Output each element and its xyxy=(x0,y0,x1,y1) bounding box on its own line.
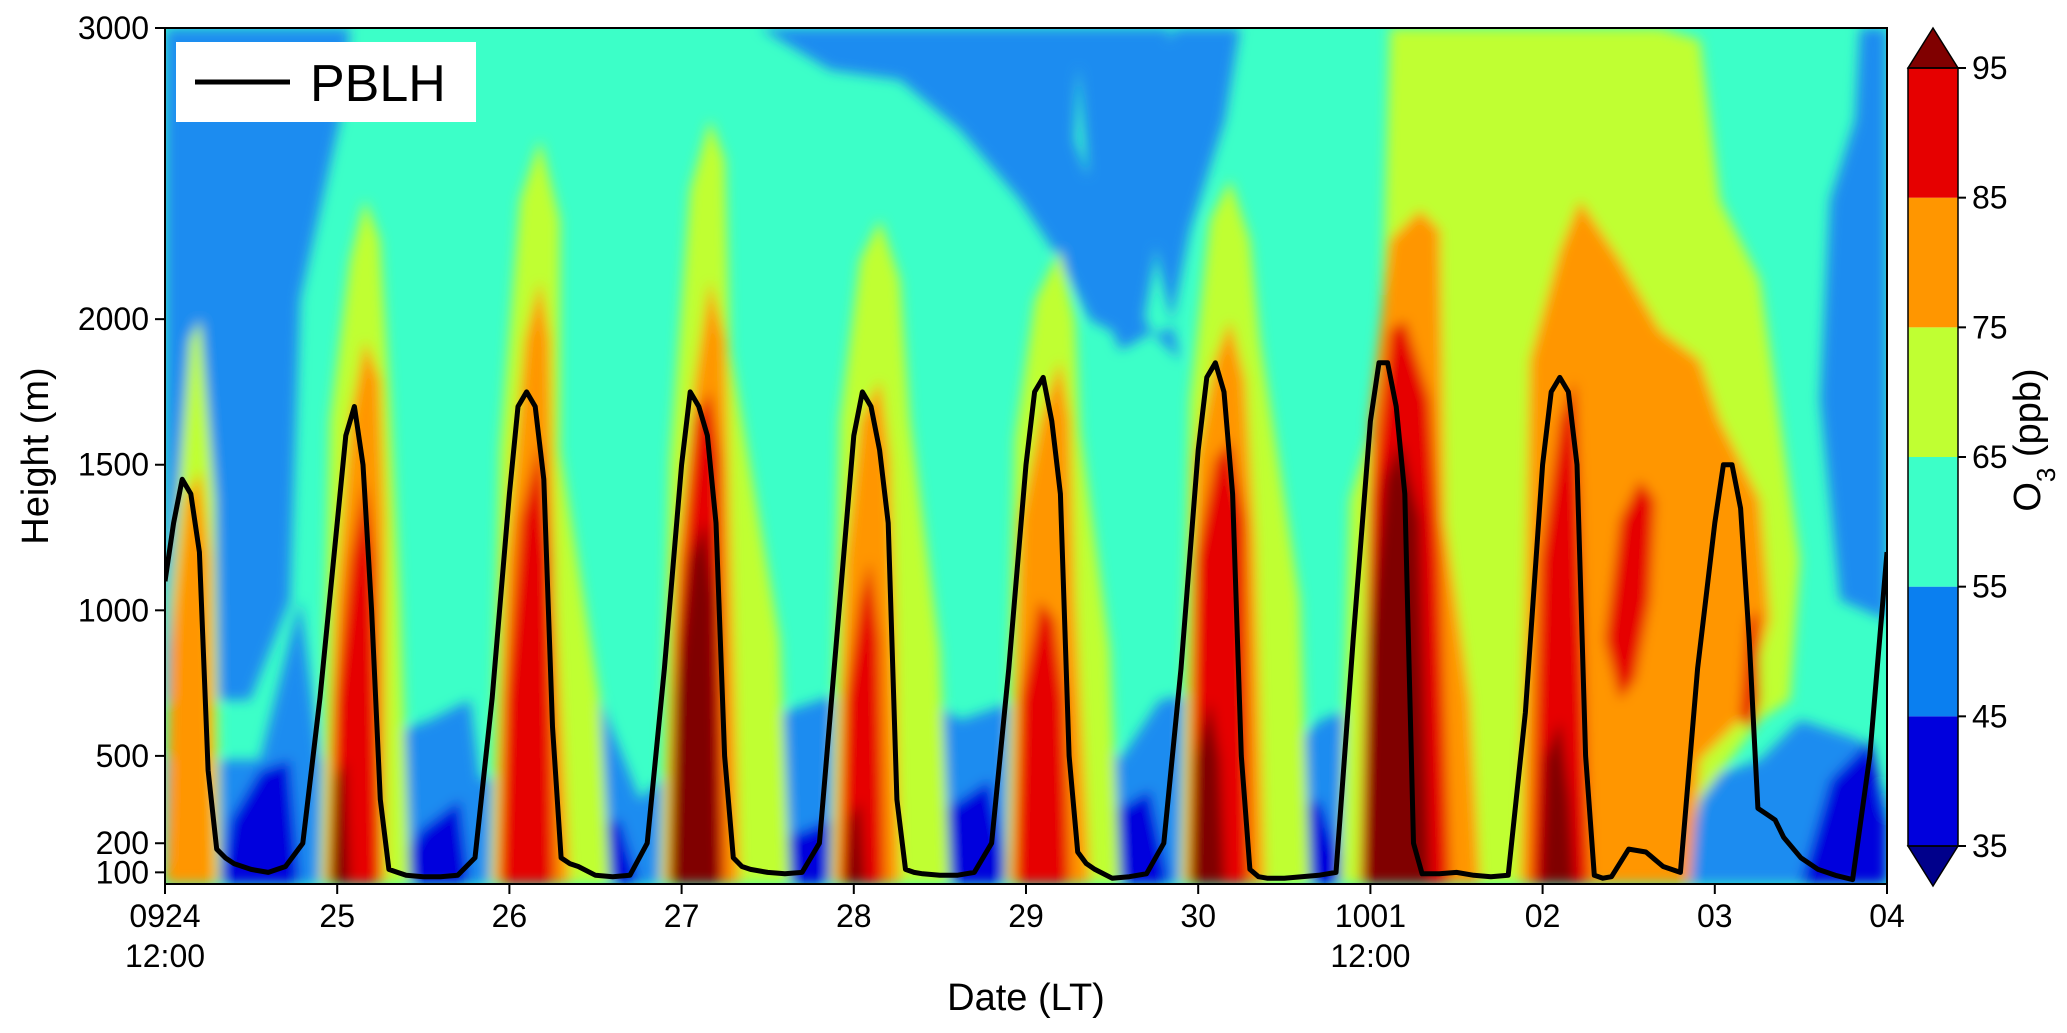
x-tick-label: 28 xyxy=(836,898,872,934)
y-tick-label: 1000 xyxy=(78,592,149,628)
y-tick-label: 3000 xyxy=(78,10,149,46)
y-axis-title: Height (m) xyxy=(15,367,57,544)
x-tick-label: 1001 xyxy=(1335,898,1406,934)
x-tick-label: 04 xyxy=(1869,898,1905,934)
colorbar-band xyxy=(1908,327,1958,457)
x-tick-label: 30 xyxy=(1180,898,1216,934)
x-tick-label: 25 xyxy=(319,898,355,934)
colorbar-extend-max xyxy=(1906,26,1960,69)
contour-blue-upper-mid-2 xyxy=(1075,28,1170,350)
y-tick-label: 500 xyxy=(96,738,149,774)
x-tick-label: 29 xyxy=(1008,898,1044,934)
colorbar-extend-min xyxy=(1906,845,1960,888)
contour-darkblue-pocket-2 xyxy=(390,800,470,884)
contour-field xyxy=(165,28,1887,884)
contour-blue-upper-left-2 xyxy=(190,40,330,600)
x-tick-label: 02 xyxy=(1525,898,1561,934)
colorbar-band xyxy=(1908,68,1958,198)
x-axis: 0924 12:00 25 26 27 28 29 30 1001 12:00 02 03 04 xyxy=(125,884,1905,974)
colorbar-band xyxy=(1908,716,1958,846)
x-tick-sublabel: 12:00 xyxy=(1330,938,1410,974)
x-tick-label: 26 xyxy=(492,898,528,934)
colorbar-tick-label: 85 xyxy=(1972,180,2008,216)
colorbar-tick-label: 75 xyxy=(1972,309,2008,345)
x-axis-title: Date (LT) xyxy=(947,977,1105,1019)
colorbar-title: O3 (ppb) xyxy=(2007,368,2061,511)
y-tick-label: 1500 xyxy=(78,447,149,483)
colorbar-band xyxy=(1908,457,1958,587)
y-tick-label: 2000 xyxy=(78,301,149,337)
y-tick-label: 100 xyxy=(96,854,149,890)
pblh-series-line xyxy=(165,360,1887,883)
contour-darkblue-pocket-1 xyxy=(220,760,300,884)
contour-blue-upper-right xyxy=(1820,28,1887,620)
colorbar: 35 45 55 65 75 85 95 xyxy=(1906,26,2008,888)
colorbar-tick-label: 45 xyxy=(1972,698,2008,734)
legend: PBLH xyxy=(176,42,476,122)
colorbar-band xyxy=(1908,586,1958,717)
x-tick-sublabel: 12:00 xyxy=(125,938,205,974)
colorbar-tick-label: 95 xyxy=(1972,50,2008,86)
colorbar-tick-label: 55 xyxy=(1972,569,2008,605)
colorbar-tick-label: 35 xyxy=(1972,828,2008,864)
legend-label: PBLH xyxy=(310,55,446,113)
colorbar-band xyxy=(1908,197,1958,328)
x-tick-label: 0924 xyxy=(129,898,200,934)
y-tick-label: 200 xyxy=(96,825,149,861)
colorbar-tick-label: 65 xyxy=(1972,439,2008,475)
x-tick-label: 03 xyxy=(1697,898,1733,934)
x-tick-label: 27 xyxy=(664,898,700,934)
